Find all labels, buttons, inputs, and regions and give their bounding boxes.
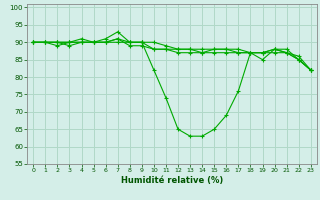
- X-axis label: Humidité relative (%): Humidité relative (%): [121, 176, 223, 185]
